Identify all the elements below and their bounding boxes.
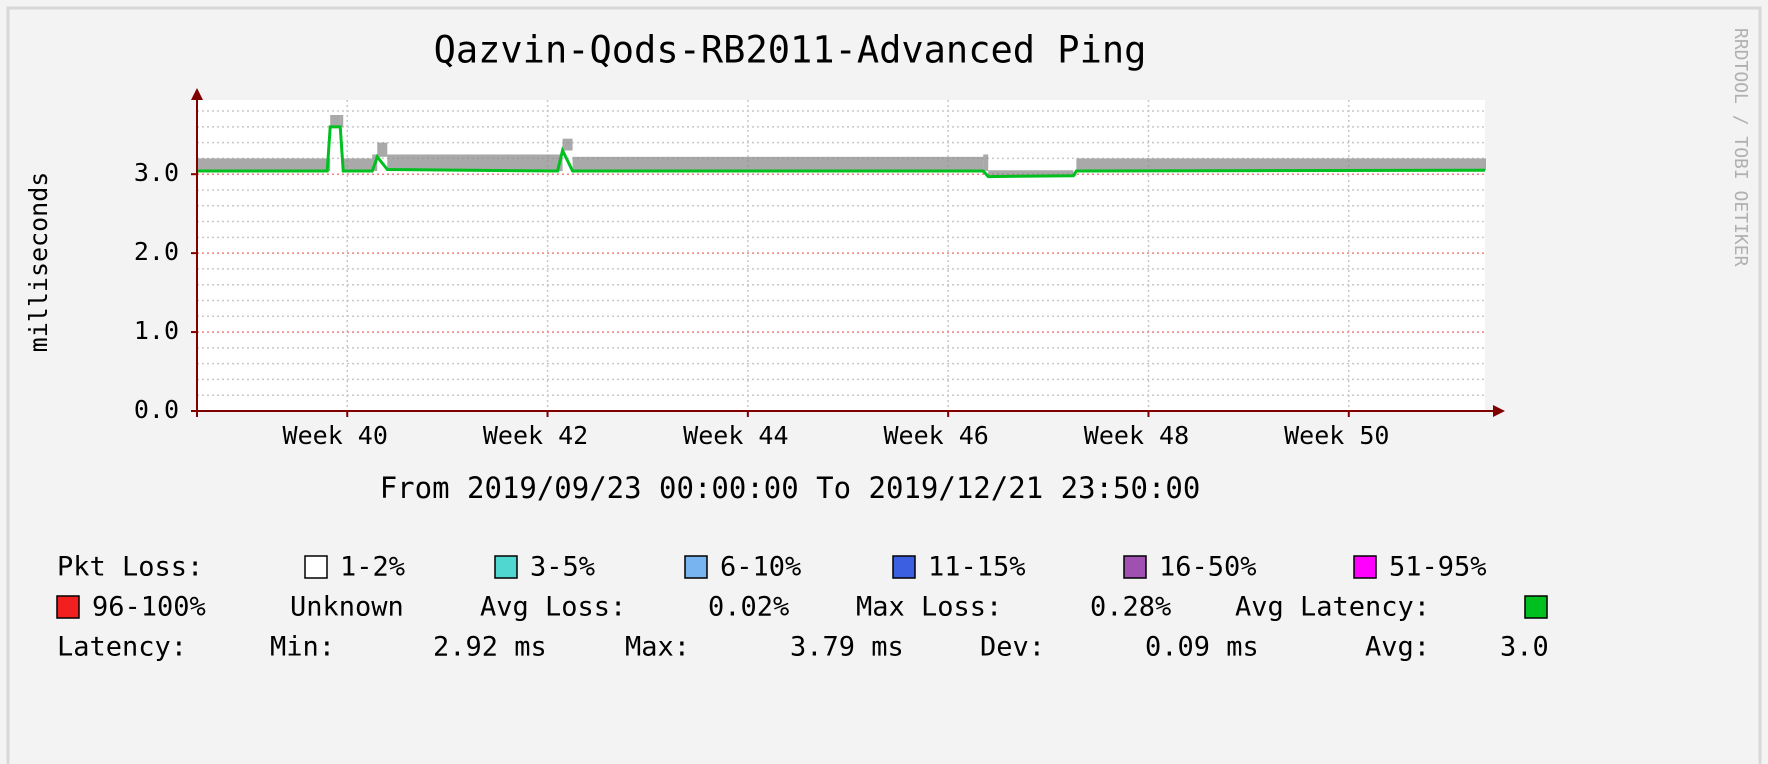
legend-swatch bbox=[892, 555, 916, 579]
side-text: RRDTOOL / TOBI OETIKER bbox=[1730, 28, 1751, 267]
smoke-band bbox=[983, 154, 989, 172]
legend-text: 3.0 bbox=[1500, 632, 1549, 663]
legend-text: 1-2% bbox=[340, 552, 405, 583]
smoke-band bbox=[343, 158, 373, 172]
legend-text: Unknown bbox=[290, 592, 404, 623]
y-tick-label: 0.0 bbox=[134, 395, 179, 424]
smoke-band bbox=[562, 138, 573, 151]
legend-text: 3-5% bbox=[530, 552, 595, 583]
smoke-band bbox=[572, 156, 984, 172]
legend-text: Avg Loss: bbox=[480, 592, 626, 623]
x-tick-label: Week 50 bbox=[1284, 421, 1389, 450]
legend-text: 0.28% bbox=[1090, 592, 1171, 623]
legend-text: 0.09 ms bbox=[1145, 632, 1259, 663]
x-arrow bbox=[1493, 405, 1505, 417]
legend-text: Max Loss: bbox=[856, 592, 1002, 623]
y-arrow bbox=[191, 88, 203, 100]
y-axis-label: milliseconds bbox=[24, 172, 53, 353]
legend-swatch bbox=[494, 555, 518, 579]
y-tick-label: 3.0 bbox=[134, 158, 179, 187]
smoke-band bbox=[377, 142, 388, 157]
legend-text: Latency: bbox=[57, 632, 187, 663]
smoke-band bbox=[330, 114, 341, 127]
legend-text: 6-10% bbox=[720, 552, 801, 583]
x-axis-label: From 2019/09/23 00:00:00 To 2019/12/21 2… bbox=[380, 471, 1201, 505]
legend-swatch bbox=[1123, 555, 1147, 579]
x-tick-label: Week 44 bbox=[683, 421, 788, 450]
legend-swatch bbox=[1353, 555, 1377, 579]
legend-text: Avg: bbox=[1365, 632, 1430, 663]
legend-text: Avg Latency: bbox=[1235, 592, 1430, 623]
legend-text: Dev: bbox=[980, 632, 1045, 663]
legend-text: 2.92 ms bbox=[433, 632, 547, 663]
legend-swatch bbox=[56, 595, 80, 619]
legend-swatch bbox=[1524, 595, 1548, 619]
legend-text: 0.02% bbox=[708, 592, 789, 623]
y-tick-label: 2.0 bbox=[134, 237, 179, 266]
smoke-band bbox=[340, 114, 344, 127]
smoke-band bbox=[1485, 158, 1486, 171]
legend-text: 3.79 ms bbox=[790, 632, 904, 663]
y-tick-label: 1.0 bbox=[134, 316, 179, 345]
latency-line bbox=[197, 125, 1486, 179]
legend-swatch bbox=[304, 555, 328, 579]
legend-text: Min: bbox=[270, 632, 335, 663]
chart-title: Qazvin-Qods-RB2011-Advanced Ping bbox=[434, 29, 1147, 72]
x-tick-label: Week 40 bbox=[283, 421, 388, 450]
smoke-band bbox=[387, 154, 558, 170]
smoke-band bbox=[1076, 158, 1485, 172]
legend-text: 96-100% bbox=[92, 592, 206, 623]
x-tick-label: Week 46 bbox=[883, 421, 988, 450]
smoke-band bbox=[988, 170, 1074, 177]
smoke-band bbox=[197, 158, 328, 172]
legend-text: 51-95% bbox=[1389, 552, 1487, 583]
plot-area bbox=[197, 100, 1485, 411]
legend-swatch bbox=[684, 555, 708, 579]
legend-text: 11-15% bbox=[928, 552, 1026, 583]
x-tick-label: Week 48 bbox=[1084, 421, 1189, 450]
legend-text: 16-50% bbox=[1159, 552, 1257, 583]
legend-text: Pkt Loss: bbox=[57, 552, 203, 583]
x-tick-label: Week 42 bbox=[483, 421, 588, 450]
legend-text: Max: bbox=[625, 632, 690, 663]
